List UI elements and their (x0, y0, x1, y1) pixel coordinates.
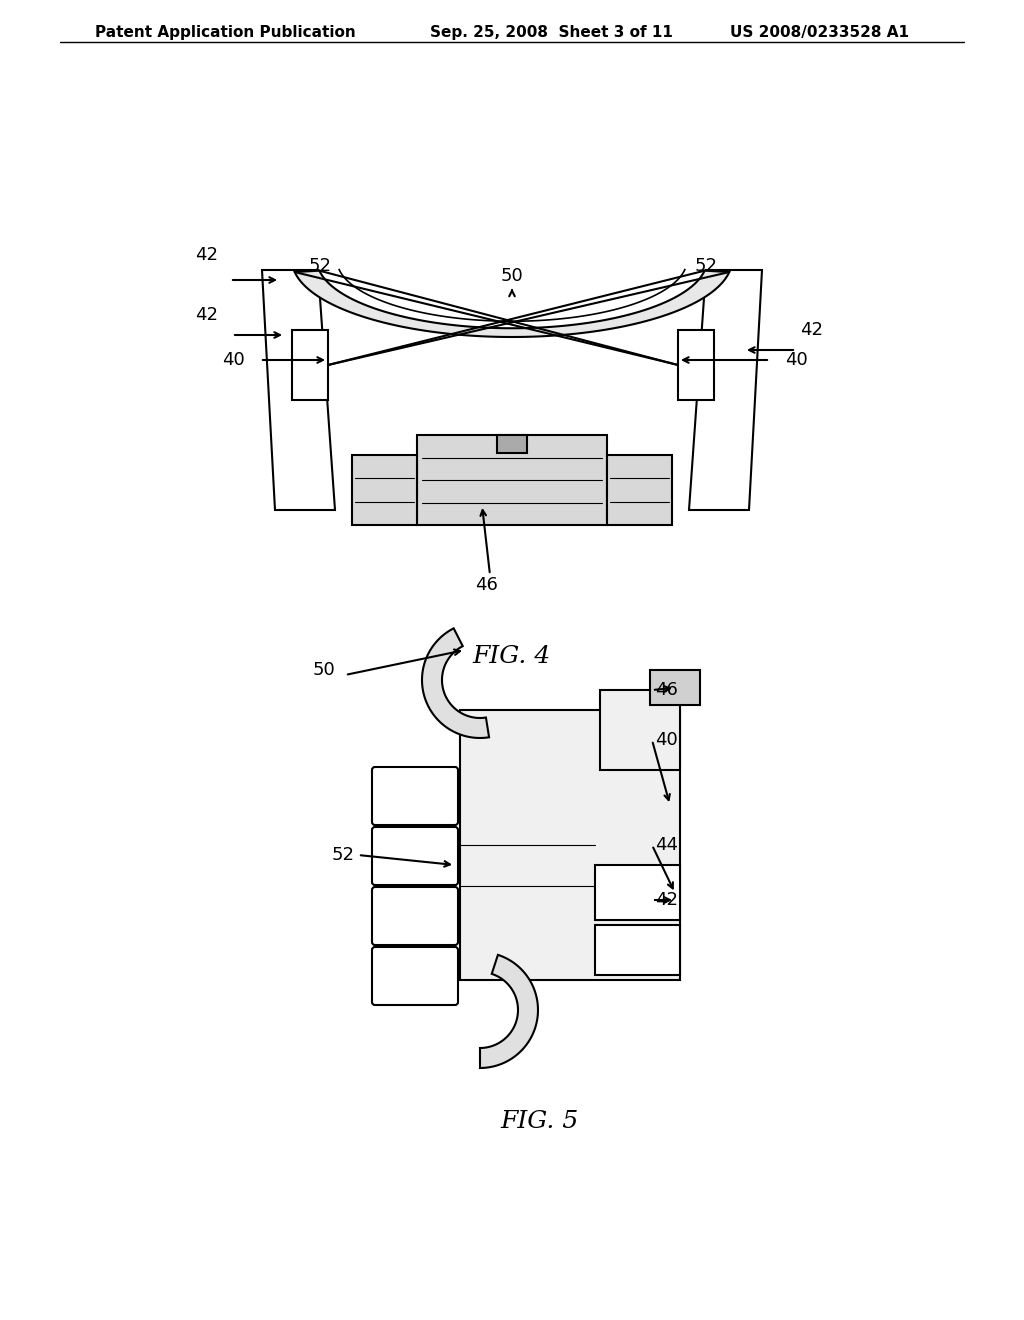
Text: 50: 50 (501, 267, 523, 285)
Text: 44: 44 (655, 836, 678, 854)
Text: 40: 40 (785, 351, 808, 370)
Text: 52: 52 (308, 257, 332, 275)
Text: 42: 42 (655, 891, 678, 909)
Bar (678, 330, 714, 400)
Bar (595, 865, 680, 920)
Text: 52: 52 (694, 257, 718, 275)
FancyBboxPatch shape (372, 828, 458, 884)
Text: 52: 52 (332, 846, 355, 865)
Bar (460, 710, 680, 979)
Polygon shape (689, 271, 762, 510)
Bar (600, 690, 680, 770)
Bar (650, 671, 700, 705)
Text: 40: 40 (655, 731, 678, 748)
Polygon shape (480, 954, 538, 1068)
FancyBboxPatch shape (372, 946, 458, 1005)
Bar (292, 330, 328, 400)
Text: US 2008/0233528 A1: US 2008/0233528 A1 (730, 25, 909, 40)
Polygon shape (262, 271, 335, 510)
Text: 50: 50 (312, 661, 335, 678)
Text: FIG. 5: FIG. 5 (501, 1110, 580, 1133)
Text: 42: 42 (195, 246, 218, 264)
Text: 42: 42 (195, 306, 218, 323)
FancyBboxPatch shape (372, 767, 458, 825)
Text: 46: 46 (475, 576, 498, 594)
Text: 42: 42 (800, 321, 823, 339)
Bar (417, 436, 607, 525)
Polygon shape (422, 628, 489, 738)
Bar (497, 436, 527, 453)
Bar (352, 455, 417, 525)
Bar (607, 455, 672, 525)
Text: FIG. 4: FIG. 4 (473, 645, 551, 668)
Text: Patent Application Publication: Patent Application Publication (95, 25, 355, 40)
Polygon shape (295, 271, 729, 337)
Text: 46: 46 (655, 681, 678, 700)
Bar (595, 925, 680, 975)
Text: Sep. 25, 2008  Sheet 3 of 11: Sep. 25, 2008 Sheet 3 of 11 (430, 25, 673, 40)
FancyBboxPatch shape (372, 887, 458, 945)
Text: 40: 40 (222, 351, 245, 370)
